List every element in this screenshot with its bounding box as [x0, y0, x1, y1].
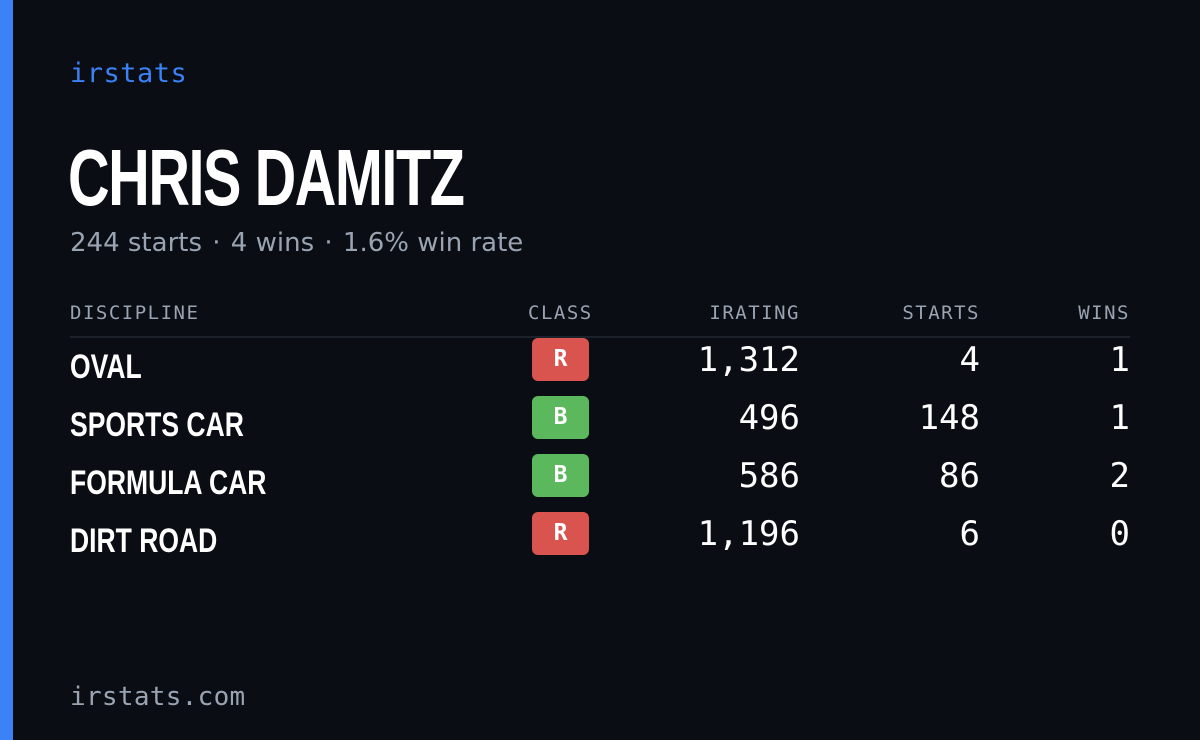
class-badge: R — [532, 338, 589, 381]
starts-value: 148 — [918, 398, 980, 438]
driver-summary: 244 starts · 4 wins · 1.6% win rate — [70, 228, 523, 258]
header-starts: STARTS — [902, 302, 980, 324]
wins-value: 1 — [1109, 398, 1130, 438]
summary-wins: 4 wins — [230, 228, 315, 258]
summary-separator: · — [324, 228, 333, 258]
footer-url: irstats.com — [70, 682, 246, 712]
accent-bar — [0, 0, 13, 740]
class-badge: R — [532, 512, 589, 555]
brand-logo: irstats — [70, 58, 188, 89]
table-row: OVAL R 1,312 4 1 — [70, 338, 1130, 396]
class-badge: B — [532, 454, 589, 497]
summary-separator: · — [212, 228, 221, 258]
table-row: DIRT ROAD R 1,196 6 0 — [70, 512, 1130, 570]
discipline-name: SPORTS CAR — [70, 406, 244, 444]
wins-value: 1 — [1109, 340, 1130, 380]
starts-value: 4 — [959, 340, 980, 380]
wins-value: 2 — [1109, 456, 1130, 496]
irating-value: 1,196 — [697, 514, 800, 554]
table-row: FORMULA CAR B 586 86 2 — [70, 454, 1130, 512]
summary-win-rate: 1.6% win rate — [342, 228, 524, 258]
starts-value: 6 — [959, 514, 980, 554]
header-class: CLASS — [528, 302, 593, 324]
summary-starts: 244 starts — [70, 228, 202, 258]
header-irating: IRATING — [709, 302, 800, 324]
irating-value: 1,312 — [697, 340, 800, 380]
discipline-name: DIRT ROAD — [70, 522, 218, 560]
header-wins: WINS — [1078, 302, 1130, 324]
irating-value: 586 — [738, 456, 800, 496]
license-table: DISCIPLINE CLASS IRATING STARTS WINS OVA… — [70, 296, 1130, 570]
table-row: SPORTS CAR B 496 148 1 — [70, 396, 1130, 454]
class-badge: B — [532, 396, 589, 439]
discipline-name: FORMULA CAR — [70, 464, 267, 502]
wins-value: 0 — [1109, 514, 1130, 554]
irating-value: 496 — [738, 398, 800, 438]
starts-value: 86 — [939, 456, 980, 496]
discipline-name: OVAL — [70, 348, 142, 386]
header-discipline: DISCIPLINE — [70, 302, 200, 324]
table-header: DISCIPLINE CLASS IRATING STARTS WINS — [70, 296, 1130, 338]
driver-name: CHRIS DAMITZ — [68, 133, 465, 222]
